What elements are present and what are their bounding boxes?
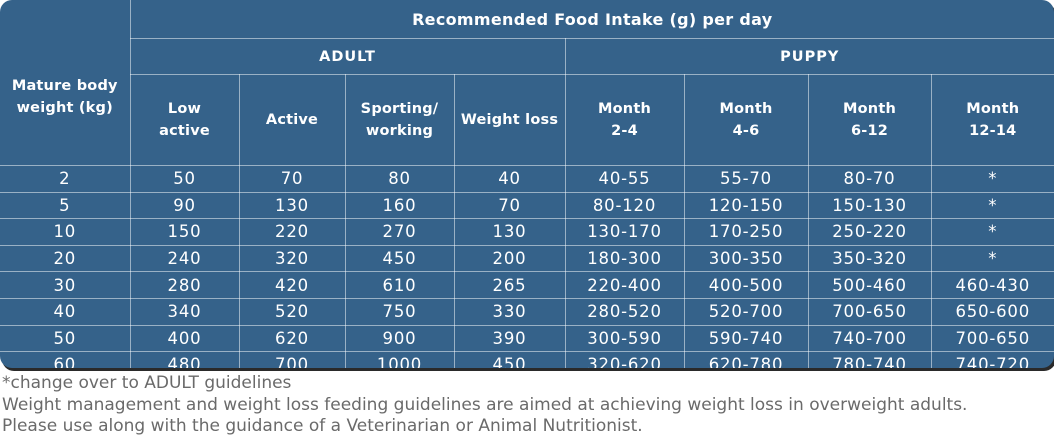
table-cell: 460-430 — [930, 271, 1054, 299]
table-cell: * — [930, 244, 1054, 273]
table-cell: 610 — [344, 271, 455, 299]
table-cell: * — [930, 191, 1054, 220]
table-cell: 70 — [453, 191, 566, 220]
row-header-mature-body-weight: Mature body weight (kg) — [0, 0, 131, 166]
table-cell: 740-720 — [930, 351, 1054, 368]
table-cell: 400-500 — [683, 271, 809, 299]
table-cell: 300-350 — [683, 244, 809, 273]
table-row: 2 50 70 80 40 40-55 55-70 80-70 * — [0, 165, 1054, 193]
table-cell: 170-250 — [683, 218, 809, 246]
table-cell: 160 — [344, 191, 455, 220]
table-cell: 320 — [238, 244, 346, 273]
table-cell: 300-590 — [564, 324, 685, 353]
table-row: 10 150 220 270 130 130-170 170-250 250-2… — [0, 218, 1054, 246]
table-cell: 265 — [453, 271, 566, 299]
table-cell: 520-700 — [683, 297, 809, 326]
column-header-month-2-4: Month 2-4 — [564, 74, 685, 166]
weight-cell: 40 — [0, 297, 131, 326]
table-cell: 400 — [129, 324, 240, 353]
table-cell: 500-460 — [807, 271, 932, 299]
column-header-month-12-14: Month 12-14 — [930, 74, 1054, 166]
weight-cell: 5 — [0, 191, 131, 220]
table-cell: 130-170 — [564, 218, 685, 246]
table-cell: 220 — [238, 218, 346, 246]
table-cell: 250-220 — [807, 218, 932, 246]
column-header-sporting-working: Sporting/ working — [344, 74, 455, 166]
table-cell: 70 — [238, 165, 346, 193]
table-cell: 40 — [453, 165, 566, 193]
table-cell: 40-55 — [564, 165, 685, 193]
table-row: 40 340 520 750 330 280-520 520-700 700-6… — [0, 297, 1054, 326]
table-cell: 120-150 — [683, 191, 809, 220]
column-header-active: Active — [238, 74, 346, 166]
group-header-adult: ADULT — [129, 38, 566, 75]
table-row: 60 480 700 1000 450 320-620 620-780 780-… — [0, 351, 1054, 368]
table-row: 50 400 620 900 390 300-590 590-740 740-7… — [0, 324, 1054, 353]
table-cell: 330 — [453, 297, 566, 326]
table-cell: 780-740 — [807, 351, 932, 368]
footnote-change-over: *change over to ADULT guidelines — [2, 373, 292, 393]
weight-cell: 50 — [0, 324, 131, 353]
table-cell: 480 — [129, 351, 240, 368]
table-cell: 200 — [453, 244, 566, 273]
weight-cell: 2 — [0, 165, 131, 193]
table-title: Recommended Food Intake (g) per day — [129, 0, 1054, 39]
table-cell: 55-70 — [683, 165, 809, 193]
table-cell: 280-520 — [564, 297, 685, 326]
table-row: 5 90 130 160 70 80-120 120-150 150-130 * — [0, 191, 1054, 220]
table-cell: 750 — [344, 297, 455, 326]
table-cell: 80-70 — [807, 165, 932, 193]
footnote-veterinarian-guidance: Please use along with the guidance of a … — [2, 416, 643, 436]
table-cell: 80-120 — [564, 191, 685, 220]
table-cell: 80 — [344, 165, 455, 193]
weight-cell: 30 — [0, 271, 131, 299]
table-cell: 620-780 — [683, 351, 809, 368]
table-cell: 180-300 — [564, 244, 685, 273]
table-cell: 150 — [129, 218, 240, 246]
table-cell: 900 — [344, 324, 455, 353]
table-row: 30 280 420 610 265 220-400 400-500 500-4… — [0, 271, 1054, 299]
table-cell: 450 — [453, 351, 566, 368]
table-cell: 350-320 — [807, 244, 932, 273]
food-intake-grid: Mature body weight (kg) Recommended Food… — [0, 0, 1054, 368]
column-header-month-4-6: Month 4-6 — [683, 74, 809, 166]
weight-cell: 10 — [0, 218, 131, 246]
table-cell: * — [930, 165, 1054, 193]
table-cell: 390 — [453, 324, 566, 353]
table-cell: 650-600 — [930, 297, 1054, 326]
table-cell: 150-130 — [807, 191, 932, 220]
table-cell: 740-700 — [807, 324, 932, 353]
table-cell: 340 — [129, 297, 240, 326]
table-cell: * — [930, 218, 1054, 246]
table-cell: 90 — [129, 191, 240, 220]
table-cell: 520 — [238, 297, 346, 326]
footnotes: *change over to ADULT guidelines Weight … — [0, 368, 1054, 438]
footnote-weight-management: Weight management and weight loss feedin… — [2, 394, 968, 415]
table-cell: 590-740 — [683, 324, 809, 353]
weight-cell: 20 — [0, 244, 131, 273]
table-cell: 280 — [129, 271, 240, 299]
table-cell: 420 — [238, 271, 346, 299]
table-cell: 50 — [129, 165, 240, 193]
table-cell: 700 — [238, 351, 346, 368]
table-cell: 220-400 — [564, 271, 685, 299]
table-cell: 240 — [129, 244, 240, 273]
column-header-weight-loss: Weight loss — [453, 74, 566, 166]
group-header-puppy: PUPPY — [564, 38, 1054, 75]
table-cell: 700-650 — [930, 324, 1054, 353]
table-cell: 270 — [344, 218, 455, 246]
food-intake-table: Mature body weight (kg) Recommended Food… — [0, 0, 1054, 368]
table-cell: 130 — [238, 191, 346, 220]
column-header-month-6-12: Month 6-12 — [807, 74, 932, 166]
table-cell: 620 — [238, 324, 346, 353]
weight-cell: 60 — [0, 351, 131, 368]
table-cell: 1000 — [344, 351, 455, 368]
table-row: 20 240 320 450 200 180-300 300-350 350-3… — [0, 244, 1054, 273]
table-cell: 700-650 — [807, 297, 932, 326]
table-cell: 320-620 — [564, 351, 685, 368]
table-cell: 450 — [344, 244, 455, 273]
column-header-low-active: Low active — [129, 74, 240, 166]
table-cell: 130 — [453, 218, 566, 246]
